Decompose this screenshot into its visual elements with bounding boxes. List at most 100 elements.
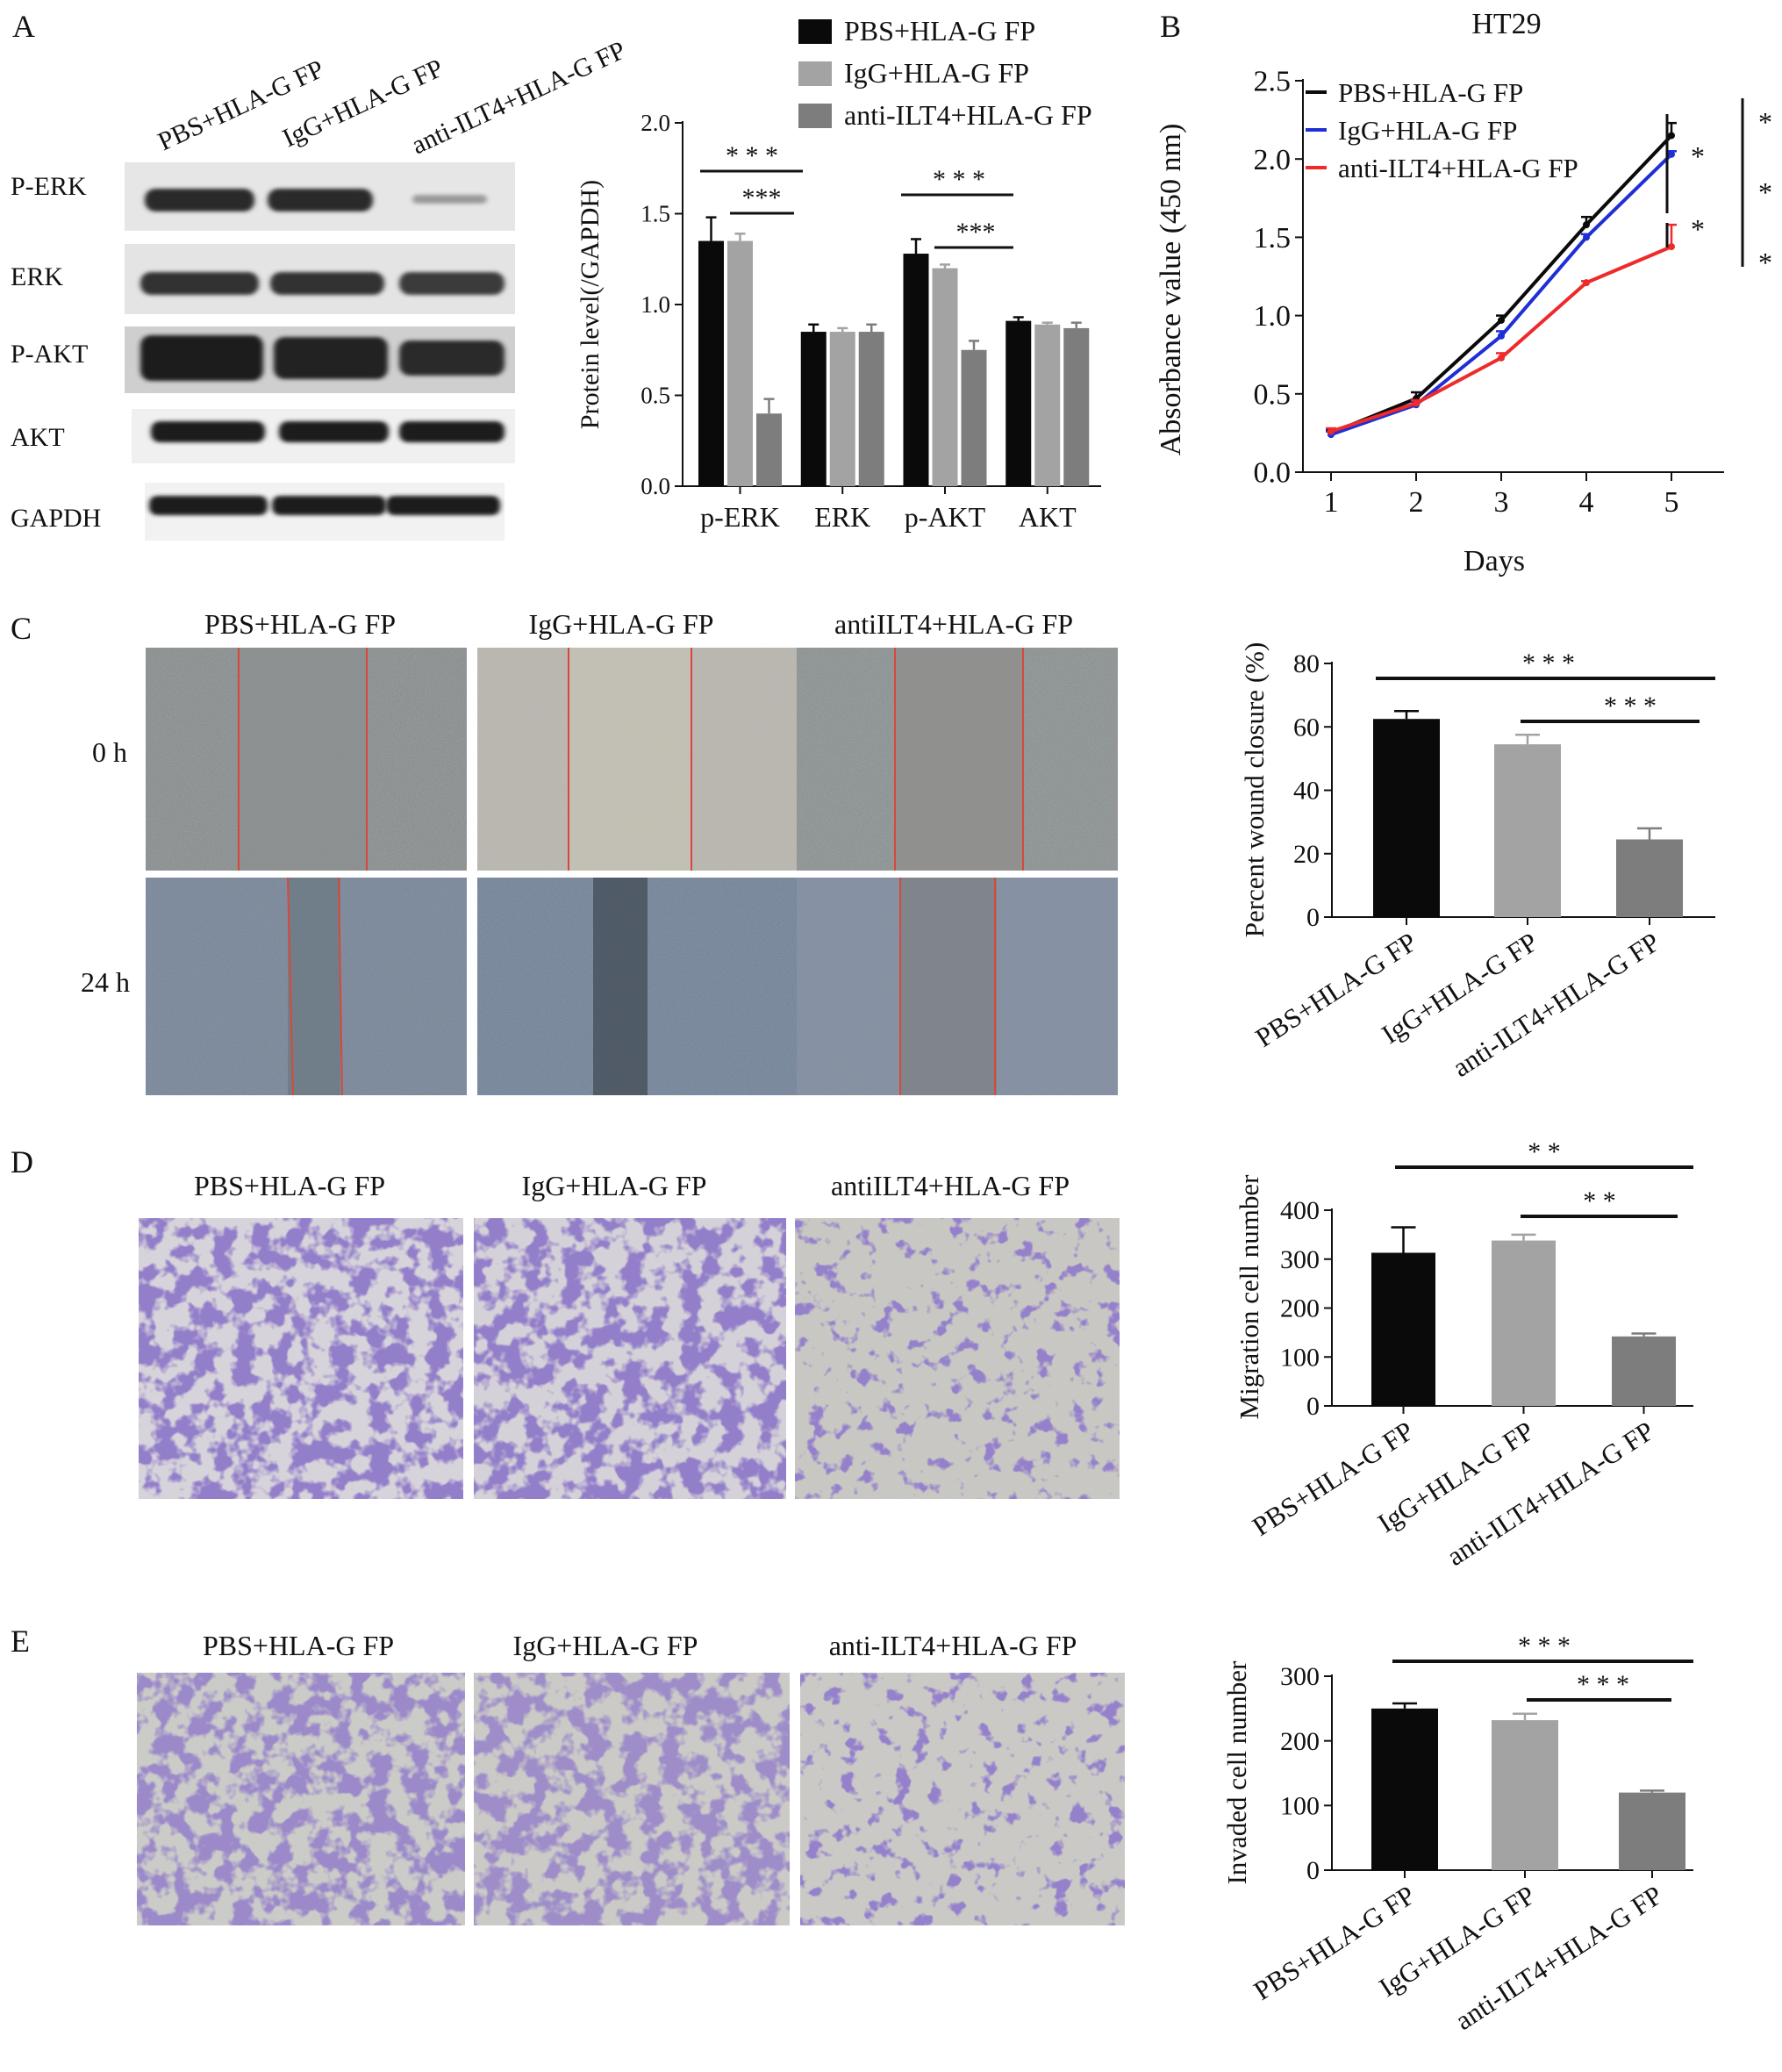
y-tick-label: 60: [1293, 713, 1320, 742]
bar: [829, 332, 855, 486]
bar: [1371, 1708, 1438, 1870]
bar: [858, 332, 884, 486]
blot-row-label: P-ERK: [11, 172, 87, 201]
legend-label: anti-ILT4+HLA-G FP: [1338, 153, 1578, 183]
panel-letter-a: A: [12, 9, 35, 44]
bar: [1612, 1336, 1676, 1406]
significance-stars: *: [1691, 140, 1705, 172]
y-tick-label: 100: [1280, 1343, 1320, 1372]
x-tick-label: anti-ILT4+HLA-G FP: [1447, 927, 1665, 1083]
image-row-label: 0 h: [92, 736, 127, 768]
x-axis-label: Days: [1464, 545, 1525, 577]
image-column-label: PBS+HLA-G FP: [194, 1170, 385, 1201]
panel-c-wound-images: PBS+HLA-G FP IgG+HLA-G FP antiILT4+HLA-G…: [81, 608, 1118, 1096]
significance-stars: * * *: [1518, 1631, 1571, 1660]
x-tick-label: 3: [1494, 486, 1509, 519]
bar: [903, 254, 929, 486]
bar: [932, 268, 958, 486]
migration-image-anti: [795, 1218, 1120, 1499]
panel-letter-b: B: [1160, 9, 1181, 44]
bar: [1034, 324, 1061, 486]
significance-stars: * * *: [933, 165, 985, 194]
migration-image-pbs: [139, 1218, 463, 1499]
x-tick-label: p-ERK: [700, 501, 780, 533]
y-tick-label: 20: [1293, 840, 1320, 869]
panel-letter-e: E: [11, 1624, 30, 1659]
image-column-label: IgG+HLA-G FP: [513, 1630, 698, 1661]
y-tick-label: 2.0: [1254, 144, 1292, 176]
blot-column-label: anti-ILT4+HLA-G FP: [407, 35, 630, 160]
legend-label: PBS+HLA-G FP: [844, 15, 1035, 47]
blot-strip-p-akt: [125, 326, 515, 393]
x-tick-label: 5: [1664, 486, 1679, 519]
x-tick-label: 4: [1579, 486, 1594, 519]
bar: [1492, 1240, 1556, 1406]
legend-label: anti-ILT4+HLA-G FP: [844, 99, 1092, 131]
y-axis-label: Migration cell number: [1234, 1174, 1264, 1420]
bar: [800, 332, 827, 486]
y-tick-label: 1.0: [641, 291, 670, 318]
y-tick-label: 200: [1280, 1294, 1320, 1323]
significance-stars: *: [1758, 247, 1772, 278]
invasion-image-pbs: [137, 1673, 465, 1925]
significance-stars: * * *: [726, 141, 778, 170]
significance-stars: ***: [956, 218, 996, 247]
y-tick-label: 0: [1306, 1392, 1320, 1421]
x-tick-label: 1: [1324, 486, 1339, 519]
significance-stars: *: [1758, 176, 1772, 208]
image-column-label: antiILT4+HLA-G FP: [834, 608, 1073, 640]
y-axis-label: Invaded cell number: [1221, 1660, 1252, 1884]
legend-label: IgG+HLA-G FP: [1338, 115, 1517, 146]
bar: [756, 413, 782, 486]
legend-swatch: [798, 19, 832, 44]
y-tick-label: 80: [1293, 649, 1320, 678]
x-tick-label: AKT: [1019, 501, 1077, 533]
y-axis-label: Absorbance value (450 nm): [1155, 124, 1187, 456]
bar: [727, 240, 753, 486]
image-column-label: PBS+HLA-G FP: [203, 1630, 394, 1661]
panel-a-western-blot: PBS+HLA-G FP IgG+HLA-G FP anti-ILT4+HLA-…: [11, 35, 630, 541]
blot-row-label: GAPDH: [11, 504, 101, 533]
y-tick-label: 0.0: [1254, 457, 1292, 490]
x-tick-label: anti-ILT4+HLA-G FP: [1442, 1416, 1660, 1572]
bar: [1006, 320, 1032, 486]
chart-title: HT29: [1471, 8, 1541, 40]
significance-stars: * * *: [1577, 1670, 1629, 1699]
significance-stars: * * *: [1522, 649, 1575, 678]
bar: [961, 349, 987, 486]
blot-strip-gapdh: [145, 483, 505, 541]
x-tick-label: anti-ILT4+HLA-G FP: [1449, 1880, 1668, 2036]
x-tick-label: ERK: [814, 501, 870, 533]
wound-image-pbs-0h: [146, 648, 467, 871]
y-tick-label: 0.5: [641, 383, 670, 409]
y-tick-label: 0: [1306, 1856, 1320, 1885]
bar: [1494, 744, 1561, 917]
bar: [1492, 1720, 1558, 1870]
bar: [1063, 327, 1090, 486]
wound-image-anti-24h: [797, 878, 1118, 1095]
panel-letter-d: D: [11, 1144, 33, 1179]
y-tick-label: 400: [1280, 1196, 1320, 1225]
y-axis-label: Protein level(/GAPDH): [576, 180, 605, 429]
panel-e-invasion-images: PBS+HLA-G FP IgG+HLA-G FP anti-ILT4+HLA-…: [137, 1630, 1125, 1925]
wound-image-pbs-24h: [146, 877, 467, 1096]
significance-stars: * *: [1583, 1187, 1616, 1215]
bar: [1616, 839, 1683, 917]
y-tick-label: 0.5: [1254, 378, 1292, 411]
panel-a-bar-chart: 0.0 0.5 1.0 1.5 2.0 Protein level(/GAPDH) p-ER…: [576, 15, 1101, 533]
y-tick-label: 0.0: [641, 473, 670, 499]
significance-stars: *: [1758, 106, 1772, 138]
y-tick-label: 100: [1280, 1792, 1320, 1821]
y-tick-label: 200: [1280, 1727, 1320, 1756]
blot-row-label: AKT: [11, 423, 65, 452]
series-line: [1330, 153, 1673, 437]
y-tick-label: 300: [1280, 1245, 1320, 1274]
bar: [1619, 1792, 1685, 1870]
y-tick-label: 300: [1280, 1662, 1320, 1691]
image-column-label: PBS+HLA-G FP: [204, 608, 396, 640]
legend-swatch: [798, 104, 832, 128]
image-row-label: 24 h: [81, 966, 130, 998]
wound-image-igg-0h: [477, 648, 798, 871]
wound-image-anti-0h: [797, 648, 1118, 871]
